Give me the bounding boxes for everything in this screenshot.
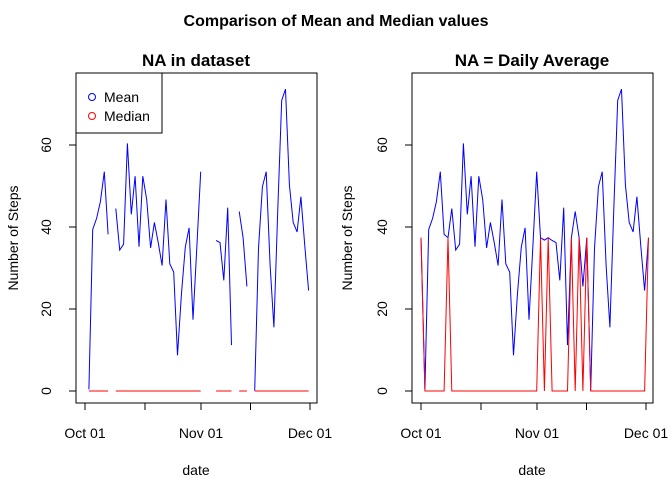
panel-left-x-label: date bbox=[182, 462, 209, 478]
series-line-mean bbox=[254, 89, 310, 391]
panel-left-title: NA in dataset bbox=[142, 51, 250, 70]
x-tick-label: Dec 01 bbox=[624, 425, 669, 441]
x-tick-label: Dec 01 bbox=[288, 425, 333, 441]
panel-left-series-mean bbox=[88, 89, 310, 391]
series-line-mean bbox=[238, 211, 248, 287]
y-tick-label: 40 bbox=[374, 219, 390, 235]
legend-label-mean: Mean bbox=[104, 89, 139, 105]
y-tick-label: 40 bbox=[38, 219, 54, 235]
y-tick-label: 20 bbox=[38, 301, 54, 317]
panel-left-x-axis: Oct 01 Nov 01 Dec 01 bbox=[64, 402, 333, 441]
series-line-mean bbox=[215, 207, 232, 346]
legend: Mean Median bbox=[75, 72, 163, 134]
legend-marker-median bbox=[88, 112, 96, 120]
x-tick-label: Nov 01 bbox=[179, 425, 224, 441]
panel-right-series-median bbox=[420, 237, 649, 392]
legend-marker-mean bbox=[88, 93, 96, 101]
panel-left: NA in dataset Oct 01 Nov 01 Dec 01 0 20 … bbox=[5, 51, 332, 478]
series-line-mean bbox=[115, 143, 202, 356]
panel-right-y-label: Number of Steps bbox=[339, 185, 355, 290]
legend-box bbox=[75, 72, 163, 134]
panel-left-y-label: Number of Steps bbox=[5, 185, 21, 290]
series-line-mean bbox=[420, 89, 649, 391]
x-tick-label: Oct 01 bbox=[64, 425, 105, 441]
panel-right: NA = Daily Average Oct 01 Nov 01 Dec 01 … bbox=[339, 51, 668, 478]
figure-title: Comparison of Mean and Median values bbox=[184, 13, 489, 30]
y-tick-label: 0 bbox=[374, 387, 390, 395]
panel-right-series-mean bbox=[420, 89, 649, 391]
y-tick-label: 20 bbox=[374, 301, 390, 317]
y-tick-label: 60 bbox=[38, 137, 54, 153]
x-tick-label: Oct 01 bbox=[400, 425, 441, 441]
panel-right-x-label: date bbox=[518, 462, 545, 478]
series-line-mean bbox=[88, 171, 109, 390]
y-tick-label: 0 bbox=[38, 387, 54, 395]
panel-right-title: NA = Daily Average bbox=[455, 51, 610, 70]
panel-right-y-axis: 0 20 40 60 bbox=[374, 137, 413, 395]
panel-right-x-axis: Oct 01 Nov 01 Dec 01 bbox=[400, 402, 669, 441]
legend-label-median: Median bbox=[104, 108, 150, 124]
series-line-median bbox=[420, 237, 649, 392]
y-tick-label: 60 bbox=[374, 137, 390, 153]
x-tick-label: Nov 01 bbox=[515, 425, 560, 441]
panel-left-y-axis: 0 20 40 60 bbox=[38, 137, 77, 395]
